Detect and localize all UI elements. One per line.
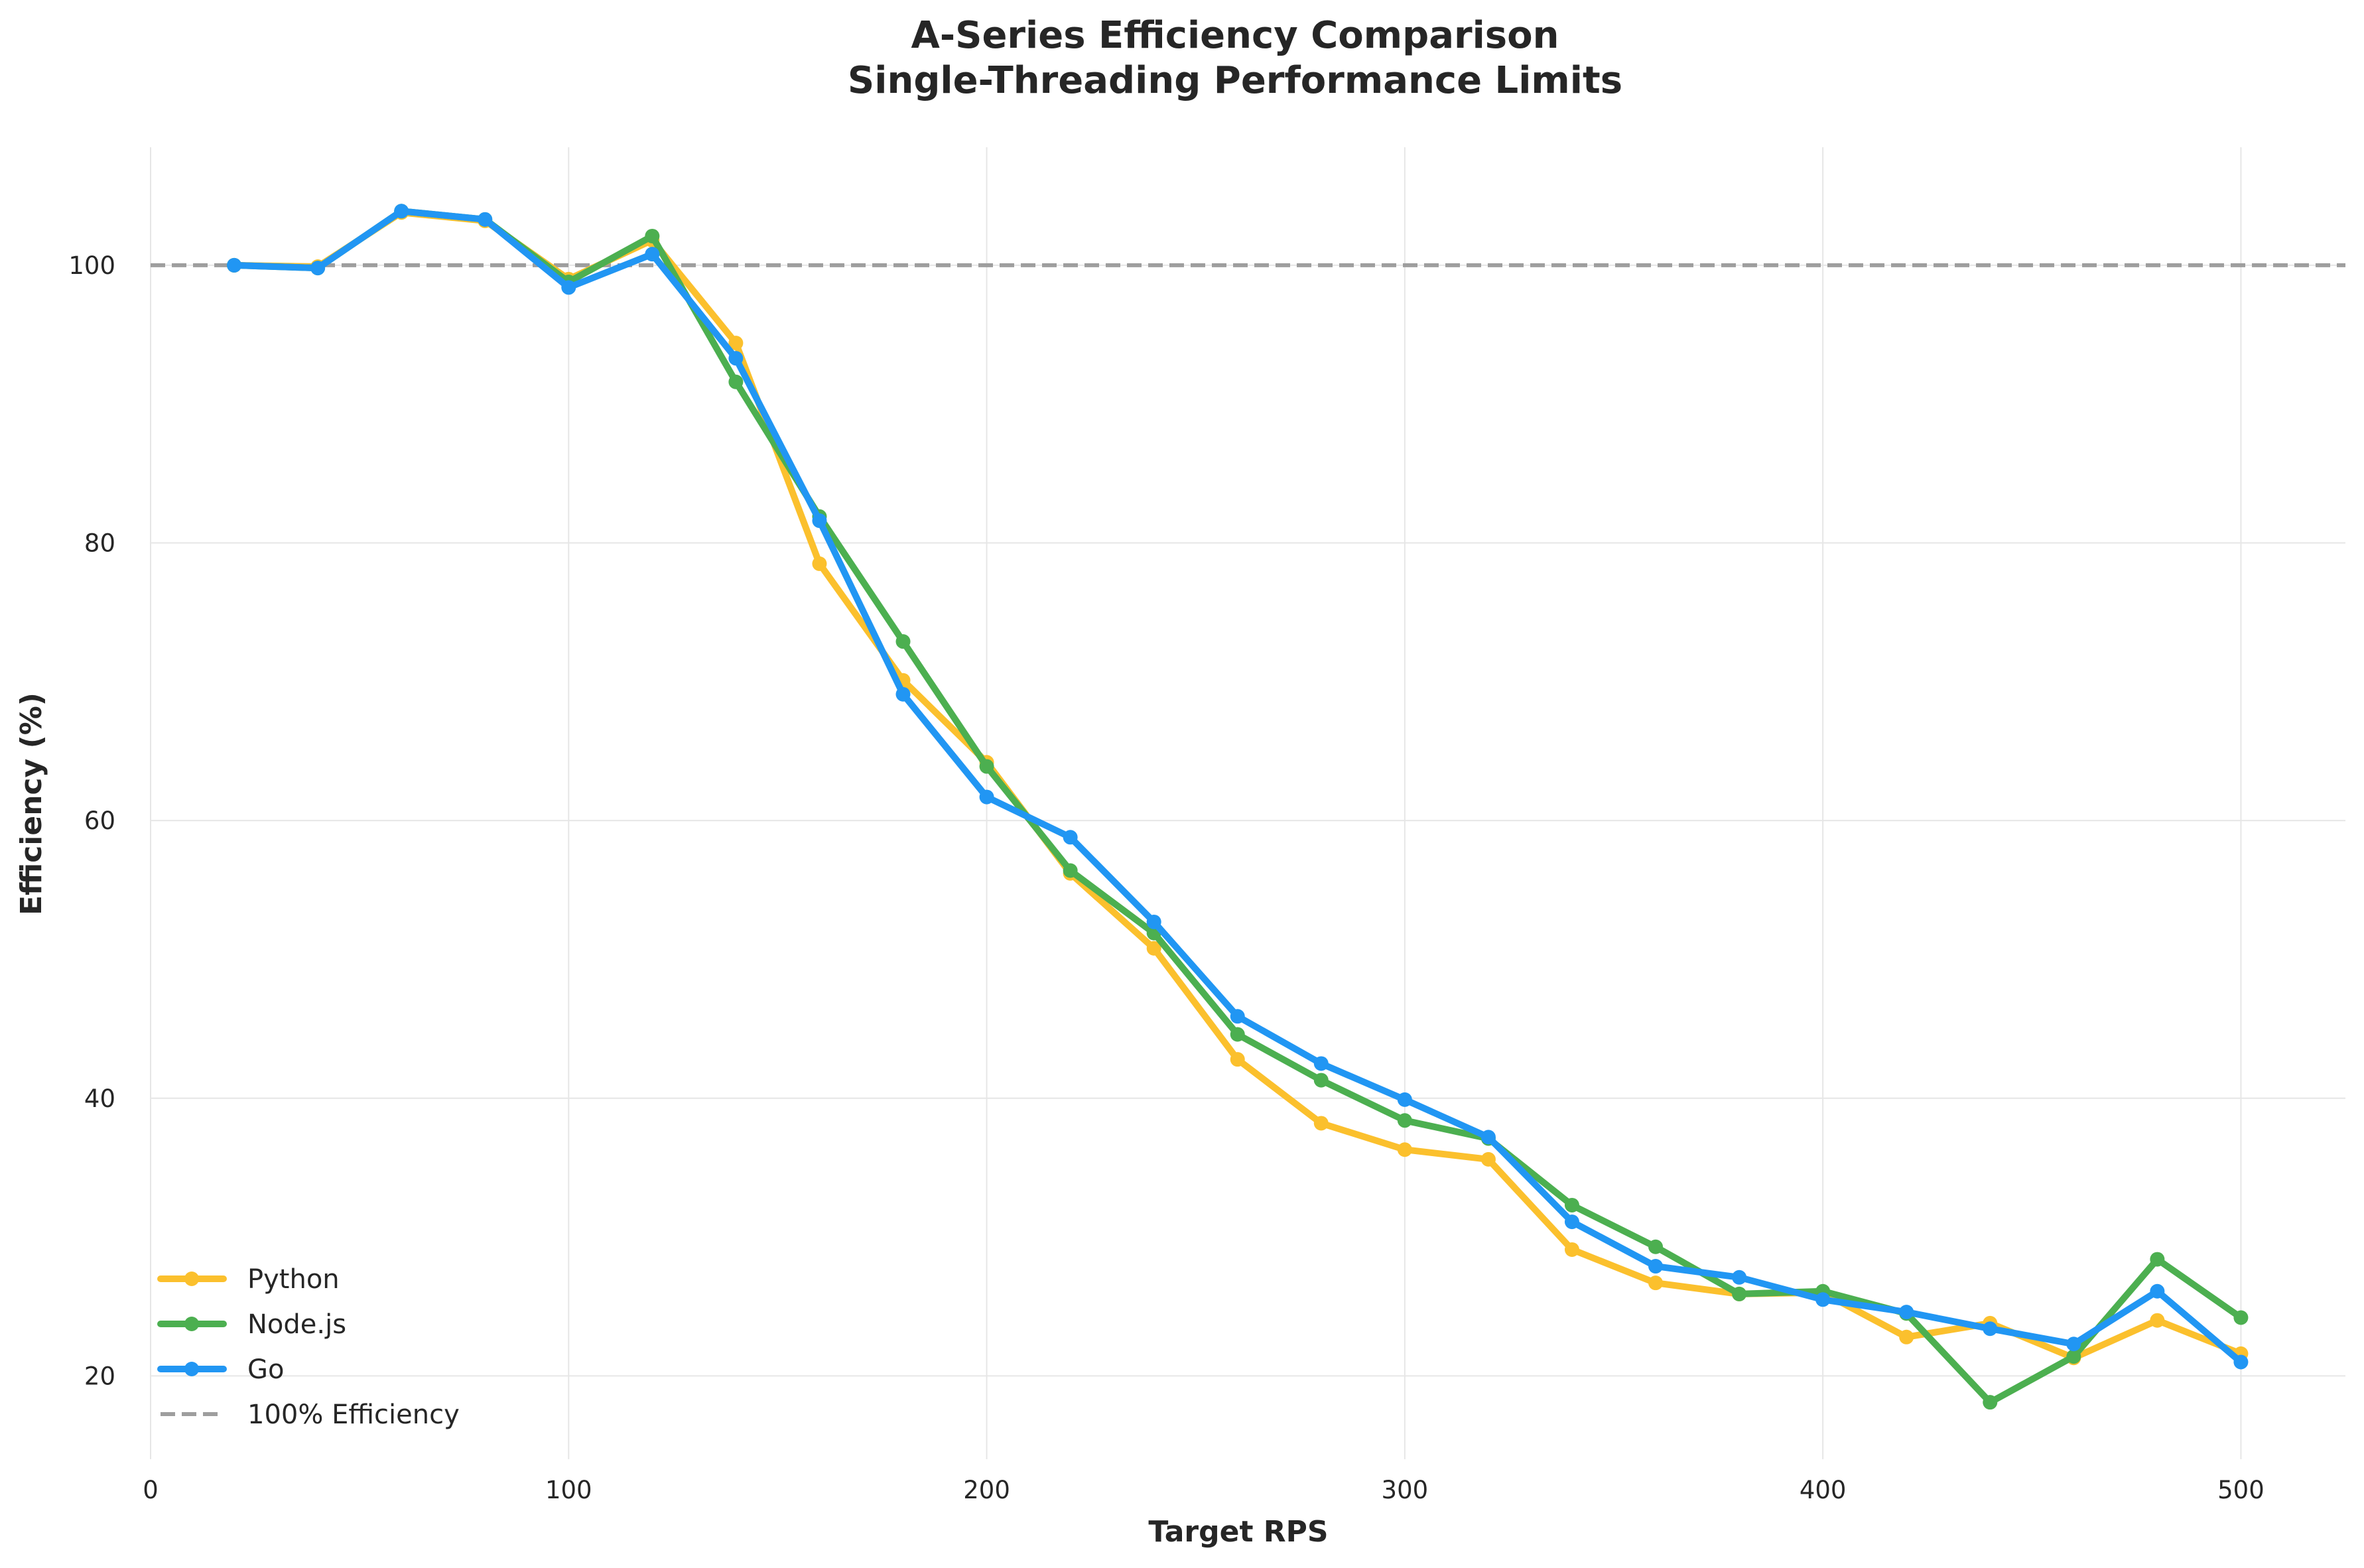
data-point-go: [728, 351, 744, 366]
data-point-go: [310, 261, 326, 276]
legend-item-node-js: Node.js: [157, 1309, 346, 1340]
data-point-node-js: [1397, 1113, 1412, 1128]
chart-title-line1: A-Series Efficiency Comparison: [911, 14, 1559, 57]
data-point-python: [1648, 1275, 1664, 1291]
chart-title-line2: Single-Threading Performance Limits: [848, 59, 1622, 102]
data-point-go: [2066, 1337, 2081, 1352]
data-point-node-js: [728, 374, 744, 389]
x-tick-label: 300: [1382, 1476, 1429, 1504]
legend-item-go: Go: [157, 1354, 284, 1385]
data-point-node-js: [1732, 1286, 1747, 1301]
data-point-go: [1648, 1259, 1664, 1274]
legend-label: Go: [247, 1354, 284, 1385]
legend-item-python: Python: [157, 1264, 340, 1295]
series-node-js: [227, 204, 2249, 1410]
data-point-go: [1146, 914, 1161, 929]
data-point-go: [1564, 1214, 1579, 1230]
data-point-python: [1899, 1329, 1914, 1344]
data-point-go: [561, 280, 576, 295]
legend-label: Node.js: [247, 1309, 346, 1340]
data-point-node-js: [2150, 1252, 2165, 1267]
grid: [150, 147, 2345, 1459]
data-point-node-js: [2066, 1349, 2081, 1364]
y-tick-label: 40: [84, 1084, 115, 1113]
series-python: [227, 205, 2249, 1366]
data-point-python: [1146, 941, 1161, 956]
x-tick-label: 500: [2217, 1476, 2265, 1504]
y-tick-label: 20: [84, 1362, 115, 1390]
data-point-go: [478, 212, 493, 227]
legend-item-100-efficiency: 100% Efficiency: [161, 1400, 460, 1430]
data-point-node-js: [1313, 1073, 1329, 1088]
data-point-go: [1480, 1130, 1496, 1145]
data-point-node-js: [1230, 1027, 1245, 1042]
data-point-node-js: [645, 228, 660, 243]
legend-label: Python: [247, 1264, 340, 1295]
tick-labels: 0 100 200 300 400 500 20 40 60 80 100: [68, 251, 2264, 1504]
data-point-go: [2233, 1354, 2249, 1370]
data-point-go: [1732, 1270, 1747, 1285]
data-point-go: [1983, 1321, 1998, 1337]
y-tick-label: 100: [68, 251, 115, 280]
data-point-node-js: [1564, 1197, 1579, 1212]
legend: Python Node.js Go 100% Efficiency: [157, 1264, 460, 1430]
data-point-node-js: [1063, 863, 1078, 878]
data-point-go: [812, 513, 827, 529]
data-point-python: [1230, 1052, 1245, 1067]
data-point-node-js: [895, 634, 911, 649]
y-tick-label: 80: [84, 529, 115, 558]
data-point-python: [2150, 1313, 2165, 1328]
legend-marker: [184, 1272, 199, 1286]
series-line-node-js: [231, 208, 2245, 1406]
x-tick-label: 100: [545, 1476, 592, 1504]
data-point-go: [1063, 830, 1078, 845]
data-point-go: [979, 789, 994, 805]
data-point-node-js: [2233, 1310, 2249, 1325]
x-axis-label: Target RPS: [1148, 1515, 1328, 1549]
data-point-go: [1230, 1009, 1245, 1024]
data-point-go: [1397, 1092, 1412, 1107]
data-point-python: [728, 336, 744, 351]
data-point-python: [1397, 1142, 1412, 1157]
legend-marker: [184, 1317, 199, 1331]
data-point-node-js: [1648, 1239, 1664, 1254]
data-point-python: [1564, 1242, 1579, 1257]
series-line-go: [231, 208, 2245, 1366]
series-layer: [227, 204, 2249, 1410]
data-point-go: [227, 257, 242, 273]
data-point-go: [1313, 1056, 1329, 1071]
x-tick-label: 200: [963, 1476, 1010, 1504]
data-point-python: [812, 556, 827, 571]
data-point-go: [394, 204, 409, 219]
data-point-go: [2150, 1283, 2165, 1299]
data-point-go: [1899, 1305, 1914, 1320]
series-line-python: [231, 209, 2245, 1362]
x-tick-label: 0: [143, 1476, 159, 1504]
y-axis-label: Efficiency (%): [15, 692, 48, 915]
data-point-python: [1313, 1116, 1329, 1131]
x-tick-label: 400: [1800, 1476, 1847, 1504]
legend-marker: [184, 1362, 199, 1376]
y-tick-label: 60: [84, 807, 115, 835]
series-go: [227, 204, 2249, 1370]
data-point-python: [1480, 1151, 1496, 1167]
data-point-go: [895, 686, 911, 702]
data-point-go: [1815, 1292, 1831, 1307]
data-point-go: [645, 247, 660, 262]
data-point-node-js: [1983, 1395, 1998, 1410]
data-point-node-js: [979, 759, 994, 774]
legend-label: 100% Efficiency: [247, 1400, 460, 1430]
